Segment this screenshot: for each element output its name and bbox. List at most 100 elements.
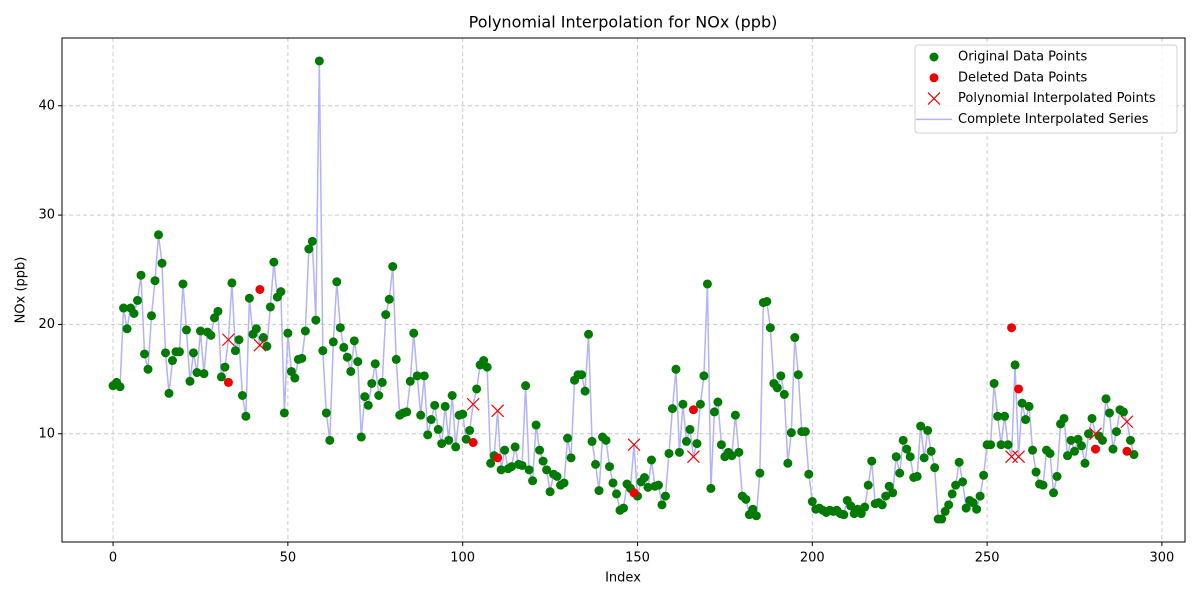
data-point bbox=[136, 270, 146, 280]
data-point bbox=[122, 324, 132, 334]
data-point bbox=[433, 424, 443, 434]
data-point bbox=[947, 489, 957, 499]
data-point bbox=[1028, 445, 1038, 455]
data-point bbox=[881, 491, 891, 501]
data-point bbox=[685, 424, 695, 434]
data-point bbox=[951, 480, 961, 490]
data-point bbox=[937, 514, 947, 524]
data-point bbox=[430, 400, 440, 410]
data-point bbox=[230, 346, 240, 356]
data-point bbox=[1111, 427, 1121, 437]
data-point bbox=[1017, 398, 1027, 408]
data-point bbox=[465, 425, 475, 435]
data-point bbox=[863, 480, 873, 490]
data-point bbox=[241, 411, 251, 421]
data-point bbox=[587, 436, 597, 446]
data-point bbox=[423, 430, 433, 440]
data-point bbox=[468, 438, 478, 448]
data-point bbox=[237, 391, 247, 401]
x-tick-label: 50 bbox=[280, 551, 297, 566]
data-point bbox=[181, 325, 191, 335]
data-point bbox=[199, 369, 209, 379]
interpolated-point bbox=[466, 397, 480, 411]
data-point bbox=[244, 293, 254, 303]
data-point bbox=[898, 435, 908, 445]
data-point bbox=[699, 371, 709, 381]
data-point bbox=[409, 328, 419, 338]
interpolated-point bbox=[491, 404, 505, 418]
data-point bbox=[143, 364, 153, 374]
data-point bbox=[895, 468, 905, 478]
data-point bbox=[653, 480, 663, 490]
data-point bbox=[402, 407, 412, 417]
data-point bbox=[601, 435, 611, 445]
data-point bbox=[349, 336, 359, 346]
data-point bbox=[531, 420, 541, 430]
data-point bbox=[916, 421, 926, 431]
data-point bbox=[664, 448, 674, 458]
data-point bbox=[1031, 467, 1041, 477]
data-point bbox=[751, 511, 761, 521]
data-point bbox=[804, 469, 814, 479]
interpolated-point bbox=[1089, 427, 1102, 441]
data-point bbox=[255, 284, 265, 294]
data-point bbox=[1077, 441, 1087, 451]
data-point bbox=[167, 356, 177, 366]
data-point bbox=[311, 315, 321, 325]
data-point bbox=[524, 465, 534, 475]
data-point bbox=[1129, 450, 1139, 460]
data-point bbox=[786, 428, 796, 438]
data-point bbox=[930, 463, 940, 473]
data-point bbox=[223, 377, 233, 387]
data-point bbox=[1084, 429, 1094, 439]
data-point bbox=[153, 230, 163, 240]
interpolated-point bbox=[1005, 450, 1019, 464]
data-point bbox=[646, 455, 656, 465]
legend-swatch bbox=[929, 52, 939, 62]
data-point bbox=[695, 399, 705, 409]
data-point bbox=[1125, 435, 1135, 445]
data-point bbox=[328, 337, 338, 347]
data-point bbox=[1063, 451, 1073, 461]
data-point bbox=[129, 309, 139, 319]
data-point bbox=[426, 415, 436, 425]
y-tick-label: 40 bbox=[38, 98, 55, 113]
data-point bbox=[979, 470, 989, 480]
data-point bbox=[762, 296, 772, 306]
data-point bbox=[681, 436, 691, 446]
data-point bbox=[545, 487, 555, 497]
data-point bbox=[160, 348, 170, 358]
data-point bbox=[867, 456, 877, 466]
data-point bbox=[996, 440, 1006, 450]
data-point bbox=[660, 491, 670, 501]
data-point bbox=[367, 378, 377, 388]
data-point bbox=[486, 458, 496, 468]
x-tick-label: 250 bbox=[975, 551, 1000, 566]
legend-swatch bbox=[929, 73, 939, 83]
data-point bbox=[353, 357, 363, 367]
interpolated-point bbox=[627, 438, 641, 452]
data-point bbox=[147, 311, 157, 321]
data-point bbox=[688, 405, 698, 415]
data-point bbox=[297, 353, 307, 363]
data-point bbox=[891, 452, 901, 462]
data-point bbox=[528, 476, 538, 486]
data-point bbox=[276, 287, 286, 297]
data-point bbox=[905, 452, 915, 462]
data-point bbox=[552, 471, 562, 481]
data-point bbox=[912, 471, 922, 481]
data-point bbox=[262, 341, 272, 351]
data-point bbox=[482, 362, 492, 372]
data-point bbox=[227, 278, 237, 288]
data-point bbox=[594, 486, 604, 496]
data-point bbox=[800, 427, 810, 437]
data-point bbox=[507, 462, 517, 472]
data-point bbox=[500, 445, 510, 455]
data-point bbox=[419, 371, 429, 381]
data-point bbox=[577, 370, 587, 380]
data-point bbox=[639, 472, 649, 482]
data-point bbox=[961, 503, 971, 513]
x-tick-label: 150 bbox=[625, 551, 650, 566]
data-point bbox=[304, 244, 314, 254]
data-point bbox=[461, 434, 471, 444]
